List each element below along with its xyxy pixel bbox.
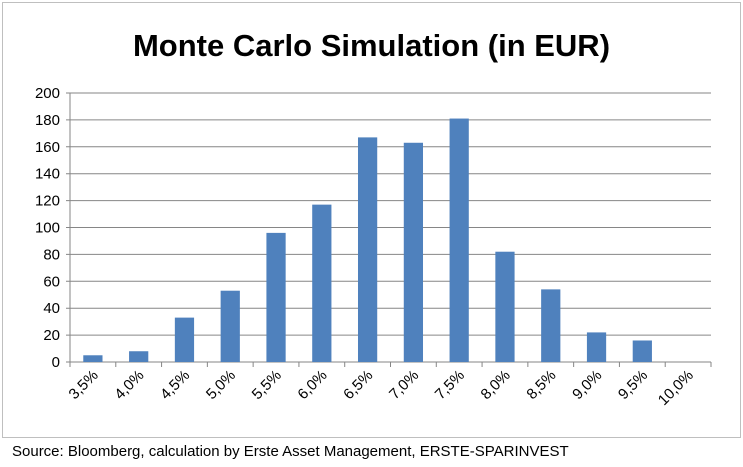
y-tick-label: 120: [35, 193, 60, 210]
x-tick-label: 8,5%: [523, 367, 559, 403]
x-tick-label: 4,5%: [157, 367, 193, 403]
bar: [266, 232, 286, 362]
chart-frame: [2, 2, 741, 438]
x-tick-label: 9,0%: [569, 367, 605, 403]
y-tick-label: 200: [35, 85, 60, 102]
y-tick-label: 80: [43, 246, 60, 263]
x-tick-label: 7,5%: [432, 367, 468, 403]
bar: [632, 340, 652, 362]
bar: [312, 204, 332, 362]
bar: [220, 290, 240, 362]
x-tick-label: 4,0%: [111, 367, 147, 403]
bar: [357, 137, 378, 362]
source-note: Source: Bloomberg, calculation by Erste …: [12, 443, 569, 460]
y-tick-label: 140: [35, 166, 60, 183]
bar: [403, 142, 424, 362]
bar: [174, 317, 195, 362]
x-tick-label: 6,5%: [340, 367, 376, 403]
bar: [83, 355, 103, 362]
y-tick-label: 20: [43, 327, 60, 344]
bar: [449, 118, 469, 363]
bar: [541, 289, 561, 362]
x-tick-label: 8,0%: [478, 367, 514, 403]
x-tick-label: 10,0%: [655, 367, 697, 409]
plot-area: 0 20 40 60 80 100 120 140 160 180 200 3,5% 4,0% 4,5% 5…: [35, 85, 712, 409]
x-tick-label: 3,5%: [66, 367, 102, 403]
y-tick-label: 0: [52, 354, 60, 371]
y-tick-label: 180: [35, 112, 60, 129]
x-tick-label: 5,5%: [249, 367, 285, 403]
chart-title: Monte Carlo Simulation (in EUR): [132, 28, 611, 63]
bar: [586, 332, 607, 362]
x-tick-label: 7,0%: [386, 367, 422, 403]
x-tick-label: 9,5%: [615, 367, 651, 403]
x-tick-label: 5,0%: [203, 367, 239, 403]
y-tick-label: 100: [35, 220, 60, 237]
y-tick-label: 60: [43, 273, 60, 290]
bar: [495, 251, 515, 362]
y-tick-label: 160: [35, 139, 60, 156]
bar: [129, 351, 149, 362]
y-tick-label: 40: [43, 300, 60, 317]
x-tick-label: 6,0%: [294, 367, 330, 403]
